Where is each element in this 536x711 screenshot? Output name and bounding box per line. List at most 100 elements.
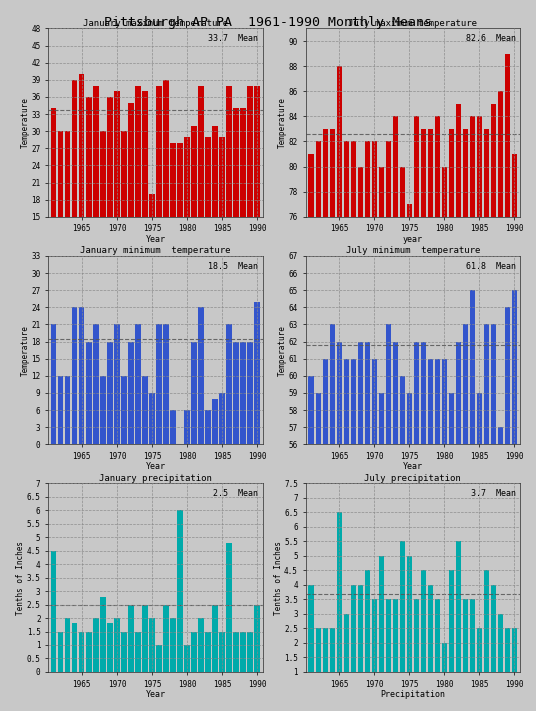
Bar (114, 618, 120, 672)
Bar (351, 141, 356, 711)
Bar (385, 599, 391, 701)
Bar (483, 129, 489, 711)
Bar (414, 599, 419, 701)
Bar (255, 301, 259, 444)
Bar (58, 631, 63, 672)
Bar (177, 510, 183, 672)
Bar (378, 556, 384, 701)
Bar (399, 376, 405, 711)
Bar (344, 614, 349, 701)
Bar (198, 618, 204, 672)
Bar (128, 604, 133, 672)
Bar (219, 393, 225, 444)
Bar (512, 629, 517, 701)
Bar (497, 427, 503, 711)
Bar (107, 624, 113, 672)
Bar (65, 132, 71, 302)
Bar (198, 85, 204, 302)
Bar (51, 551, 56, 672)
Bar (512, 290, 517, 711)
Bar (150, 393, 154, 444)
Bar (170, 143, 176, 302)
Bar (58, 132, 63, 302)
Y-axis label: Temperature: Temperature (278, 97, 287, 148)
Text: 18.5  Mean: 18.5 Mean (209, 262, 258, 271)
Bar (470, 117, 475, 711)
Bar (483, 324, 489, 711)
Bar (240, 341, 245, 444)
Bar (483, 570, 489, 701)
Bar (449, 393, 454, 711)
Bar (505, 53, 510, 711)
Bar (385, 324, 391, 711)
Bar (477, 393, 482, 711)
Bar (58, 376, 63, 444)
Bar (378, 393, 384, 711)
Title: January precipitation: January precipitation (99, 474, 212, 483)
Bar (428, 129, 433, 711)
X-axis label: year: year (403, 235, 423, 244)
Bar (442, 166, 447, 711)
Bar (407, 204, 412, 711)
Bar (121, 631, 126, 672)
Bar (407, 393, 412, 711)
Bar (100, 597, 106, 672)
Bar (205, 631, 211, 672)
X-axis label: Year: Year (145, 462, 166, 471)
Bar (205, 137, 211, 302)
Bar (157, 85, 161, 302)
Text: Pittsburgh AP PA  1961-1990 Monthly Means: Pittsburgh AP PA 1961-1990 Monthly Means (104, 16, 432, 28)
Bar (421, 341, 426, 711)
X-axis label: Precipitation: Precipitation (380, 690, 445, 699)
Bar (79, 307, 85, 444)
Bar (51, 108, 56, 302)
Bar (477, 117, 482, 711)
Bar (470, 599, 475, 701)
Bar (490, 324, 496, 711)
Bar (364, 341, 370, 711)
Bar (449, 570, 454, 701)
Bar (364, 570, 370, 701)
Bar (100, 132, 106, 302)
Bar (233, 341, 239, 444)
Bar (142, 604, 147, 672)
Bar (219, 631, 225, 672)
Bar (240, 108, 245, 302)
Bar (170, 618, 176, 672)
Bar (255, 85, 259, 302)
Bar (226, 85, 232, 302)
Text: 82.6  Mean: 82.6 Mean (466, 34, 516, 43)
Bar (79, 631, 85, 672)
Y-axis label: Temperature: Temperature (21, 97, 30, 148)
Bar (198, 307, 204, 444)
Y-axis label: Temperature: Temperature (21, 325, 30, 375)
Bar (456, 104, 461, 711)
Bar (86, 341, 92, 444)
Bar (191, 631, 197, 672)
Bar (449, 129, 454, 711)
Bar (344, 359, 349, 711)
Bar (142, 376, 147, 444)
Bar (456, 341, 461, 711)
Bar (93, 618, 99, 672)
Bar (316, 393, 321, 711)
Bar (150, 618, 154, 672)
Bar (344, 141, 349, 711)
Bar (490, 104, 496, 711)
Bar (385, 141, 391, 711)
Bar (184, 645, 190, 672)
Bar (323, 129, 328, 711)
Bar (316, 141, 321, 711)
Bar (86, 631, 92, 672)
Bar (421, 129, 426, 711)
Bar (497, 614, 503, 701)
Bar (330, 324, 335, 711)
Bar (351, 585, 356, 701)
Bar (93, 324, 99, 444)
Text: 33.7  Mean: 33.7 Mean (209, 34, 258, 43)
Bar (371, 141, 377, 711)
Bar (428, 585, 433, 701)
Bar (233, 108, 239, 302)
Title: July maximum temperature: July maximum temperature (348, 18, 477, 28)
Bar (309, 154, 314, 711)
